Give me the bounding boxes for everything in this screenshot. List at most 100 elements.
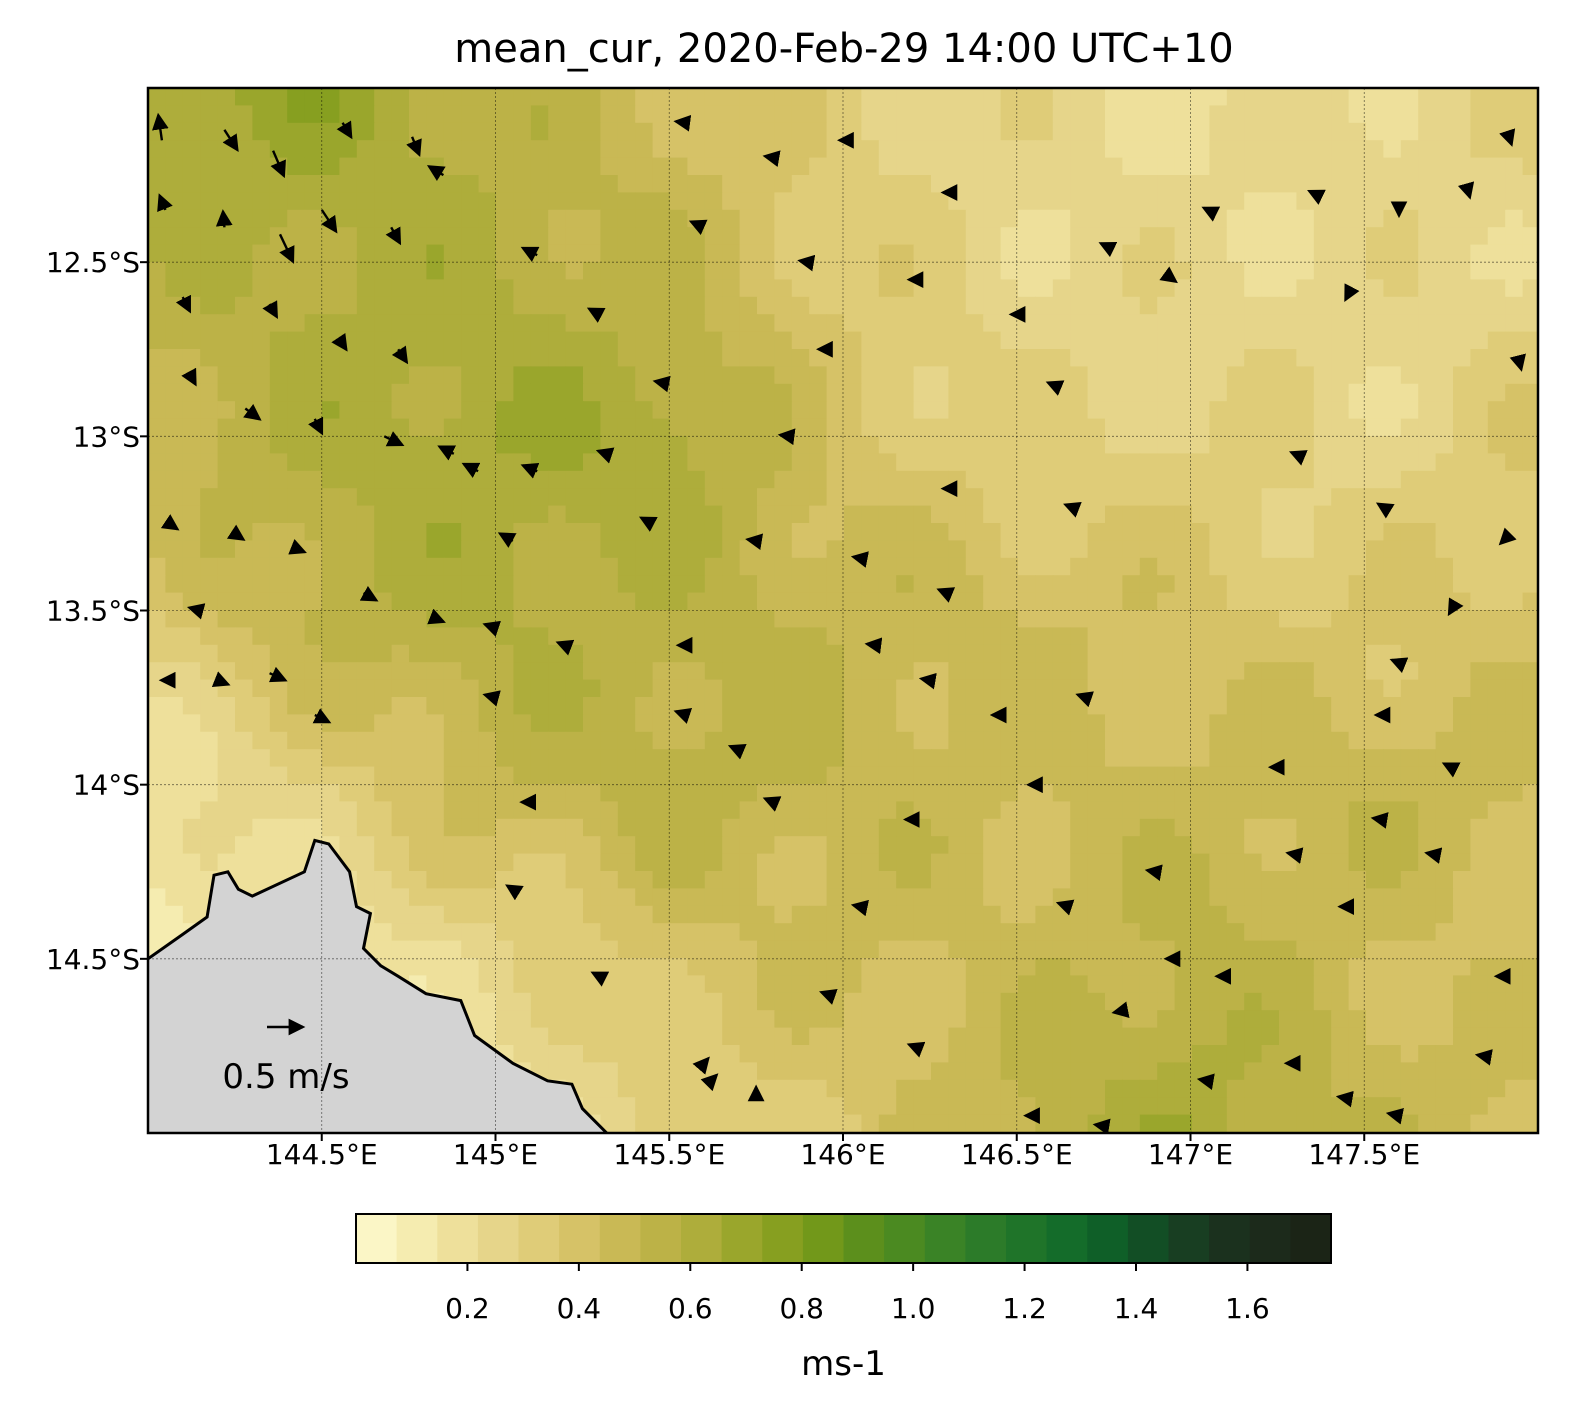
field-cell [478, 836, 497, 855]
field-cell [1122, 122, 1141, 141]
field-cell [409, 122, 427, 141]
field-cell [1244, 575, 1263, 594]
field-cell [1157, 488, 1176, 507]
field-cell [1018, 1079, 1036, 1098]
field-cell [931, 105, 949, 124]
field-cell [165, 157, 184, 176]
field-cell [148, 366, 166, 385]
field-cell [704, 627, 723, 646]
field-cell [878, 610, 897, 628]
field-cell [374, 557, 393, 576]
field-cell [583, 575, 601, 594]
field-cell [757, 349, 775, 367]
current-arrow [383, 431, 405, 447]
field-cell [409, 749, 427, 768]
field-cell [513, 331, 532, 350]
field-cell [878, 262, 897, 280]
field-cell [252, 436, 271, 454]
field-cell [269, 192, 288, 211]
field-cell [1453, 349, 1471, 367]
field-cell [1000, 818, 1019, 837]
field-cell [513, 366, 532, 385]
field-cell [1244, 784, 1263, 802]
field-cell [757, 871, 775, 889]
field-cell [757, 209, 775, 228]
field-cell [1435, 279, 1454, 298]
field-cell [1105, 401, 1123, 420]
field-cell [165, 766, 184, 785]
field-cell [1279, 314, 1297, 333]
field-cell [965, 540, 984, 559]
field-cell [1000, 1097, 1019, 1116]
field-cell [791, 453, 810, 472]
field-cell [478, 871, 497, 889]
field-cell [757, 383, 775, 402]
field-cell [374, 122, 393, 141]
field-cell [965, 192, 984, 211]
field-cell [826, 505, 845, 524]
field-cell [1522, 836, 1538, 855]
field-cell [635, 418, 654, 437]
field-cell [513, 818, 532, 837]
field-cell [826, 436, 845, 454]
field-cell [1435, 540, 1454, 559]
field-cell [739, 349, 758, 367]
field-cell [1192, 697, 1210, 715]
field-cell [478, 227, 497, 246]
field-cell [252, 140, 271, 159]
field-cell [583, 610, 601, 628]
field-cell [809, 453, 828, 472]
field-cell [1296, 401, 1315, 420]
field-cell [1313, 627, 1332, 646]
field-cell [530, 731, 549, 750]
field-cell [1157, 958, 1176, 976]
field-cell [826, 244, 845, 263]
field-cell [530, 575, 549, 594]
field-cell [826, 731, 845, 750]
field-cell [1331, 784, 1350, 802]
field-cell [269, 453, 288, 472]
field-cell [1366, 470, 1384, 489]
current-arrow [797, 254, 816, 272]
field-cell [1226, 905, 1245, 924]
field-cell [1279, 88, 1297, 106]
field-cell [1070, 853, 1089, 872]
field-cell [791, 1045, 810, 1063]
field-cell [409, 401, 427, 420]
field-cell [1157, 1062, 1176, 1081]
field-cell [426, 401, 445, 420]
field-cell [1279, 836, 1297, 855]
field-cell [844, 366, 862, 385]
field-cell [983, 523, 1002, 541]
field-cell [1209, 1114, 1228, 1133]
field-cell [844, 401, 862, 420]
field-cell [1470, 818, 1489, 837]
field-cell [165, 749, 184, 768]
field-cell [478, 818, 497, 837]
field-cell [1122, 88, 1141, 106]
field-cell [1261, 505, 1280, 524]
field-cell [1313, 784, 1332, 802]
field-cell [1035, 401, 1054, 420]
field-cell [1105, 488, 1123, 507]
field-cell [287, 470, 306, 489]
field-cell [1087, 1114, 1106, 1133]
field-cell [182, 644, 201, 663]
field-cell [861, 1062, 880, 1081]
field-cell [304, 349, 323, 367]
field-cell [1139, 644, 1158, 663]
field-cell [443, 296, 462, 315]
field-cell [339, 505, 358, 524]
field-cell [1487, 418, 1506, 437]
field-cell [478, 157, 497, 176]
field-cell [252, 209, 271, 228]
field-cell [896, 523, 915, 541]
field-cell [1453, 923, 1471, 942]
field-cell [704, 244, 723, 263]
field-cell [513, 940, 532, 959]
field-cell [965, 453, 984, 472]
field-cell [409, 453, 427, 472]
field-cell [252, 853, 271, 872]
field-cell [1453, 436, 1471, 454]
field-cell [1453, 401, 1471, 420]
